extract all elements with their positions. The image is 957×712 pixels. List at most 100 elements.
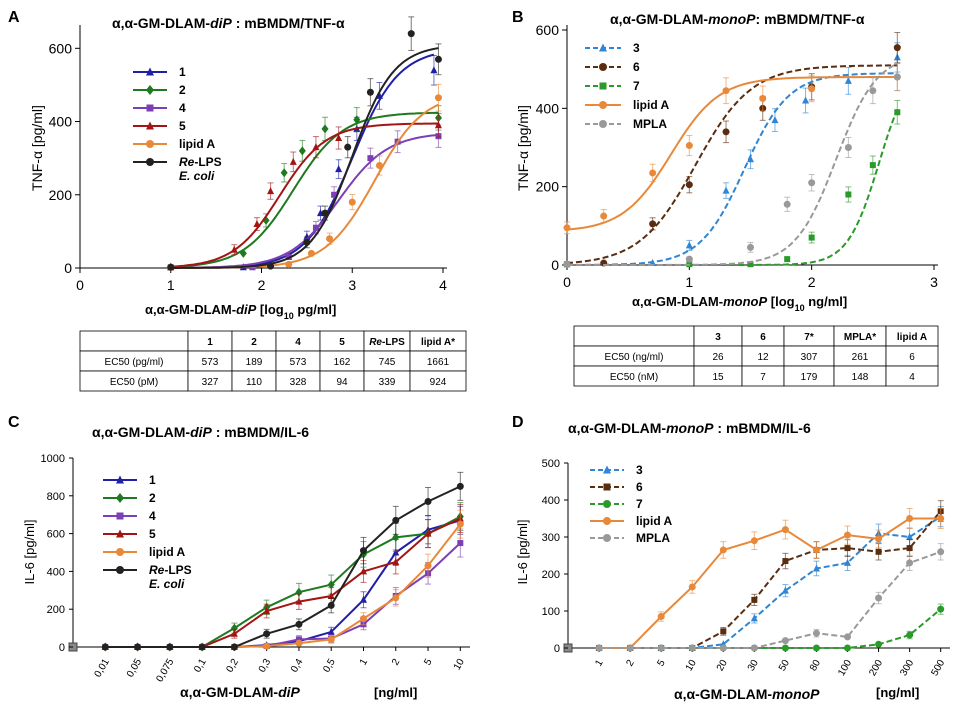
data-point [116,529,124,538]
data-point [603,517,611,525]
legend-item: lipid A [133,137,216,151]
data-point [146,104,154,112]
legend-item: 5 [103,527,156,541]
x-axis-label-part: diP [236,302,257,317]
series-line [105,485,461,648]
data-point [906,545,913,552]
data-point [116,493,124,503]
data-point [327,580,335,590]
legend-item: 2 [133,83,186,97]
data-point [295,597,303,605]
data-point [906,559,914,567]
data-point [366,88,374,96]
series-line [599,517,941,649]
data-point [285,260,293,268]
legend-item: 4 [103,509,156,523]
legend-label: 3 [636,463,643,477]
legend-item: 1 [103,473,156,487]
table-text: lipid A* [421,337,455,348]
data-point [771,116,779,124]
data-point [722,87,730,95]
x-tick-label: 0 [76,277,84,293]
data-point [239,248,247,258]
legend-label: Re-LPS [149,563,192,577]
data-point [845,191,852,198]
x-axis-label-part: α,α-GM-DLAM- [145,302,236,317]
data-point [298,146,306,156]
panel-letter: B [512,9,524,26]
series-re-lps [101,471,464,651]
data-point [344,143,352,151]
data-point [759,95,767,103]
panel-title-part: α,α-GM-DLAM- [610,11,708,27]
data-point [359,567,367,575]
data-point [844,633,852,641]
x-tick-label: 2 [390,657,403,668]
x-tick-label: 0,3 [257,657,274,675]
data-point [348,198,356,206]
x-tick-label: 1 [358,657,371,668]
data-point [688,644,696,652]
data-point [392,594,400,602]
data-point [906,515,914,522]
table-text: 573 [290,357,307,368]
data-point [267,187,275,195]
series-curve [567,72,898,266]
x-tick-label: 0,05 [125,657,144,680]
data-point [312,143,320,151]
table-text: 7* [804,332,814,343]
panel-title-part: monoP [666,420,714,436]
data-point [321,209,329,217]
data-point [230,623,238,633]
data-point [407,30,415,38]
data-point [649,169,657,177]
legend-item: 1 [133,65,186,79]
legend-label: E. coli [179,169,215,183]
x-tick-label: 200 [867,658,885,678]
panel-title: α,α-GM-DLAM-monoP: mBMDM/TNF-α [610,11,865,27]
data-point [875,640,883,648]
x-tick-label: 3 [930,274,938,290]
x-axis-label-part: ng/ml] [805,294,848,309]
x-axis-label-part: [log [256,302,283,317]
x-tick-label: 1 [167,277,175,293]
data-point [747,243,754,251]
data-point [722,128,730,136]
table-text: 1661 [427,357,450,368]
data-point [808,85,816,93]
data-point [230,629,238,637]
data-point [563,224,571,232]
legend-label: MPLA [633,117,667,131]
data-point [875,548,882,555]
table-text-part: -LPS [382,337,405,348]
legend-label: 5 [179,119,186,133]
data-point [167,263,175,271]
data-point [375,161,383,169]
data-point [685,241,693,249]
y-tick-label: 0 [59,642,65,654]
x-tick-label: 10 [452,657,467,673]
data-point [906,631,914,639]
legend-label: lipid A [179,137,216,151]
data-point [267,262,275,270]
data-point [844,644,852,652]
legend-item: 3 [590,463,643,477]
table-text: Re-LPS [369,337,405,348]
legend-label: lipid A [633,98,670,112]
data-point [230,245,238,253]
data-point [392,557,400,565]
x-tick-label: 2 [808,274,816,290]
table-cell [409,370,467,392]
data-point [657,613,665,621]
data-point [359,615,367,623]
legend-label: 4 [149,509,156,523]
table-text: 12 [757,352,769,363]
data-point [750,614,758,622]
table-text: 261 [852,352,869,363]
data-point [146,140,154,148]
data-point [367,155,374,162]
data-point [657,644,665,652]
data-point [875,535,883,543]
data-point [685,142,693,150]
x-tick-label: 1 [685,274,693,290]
